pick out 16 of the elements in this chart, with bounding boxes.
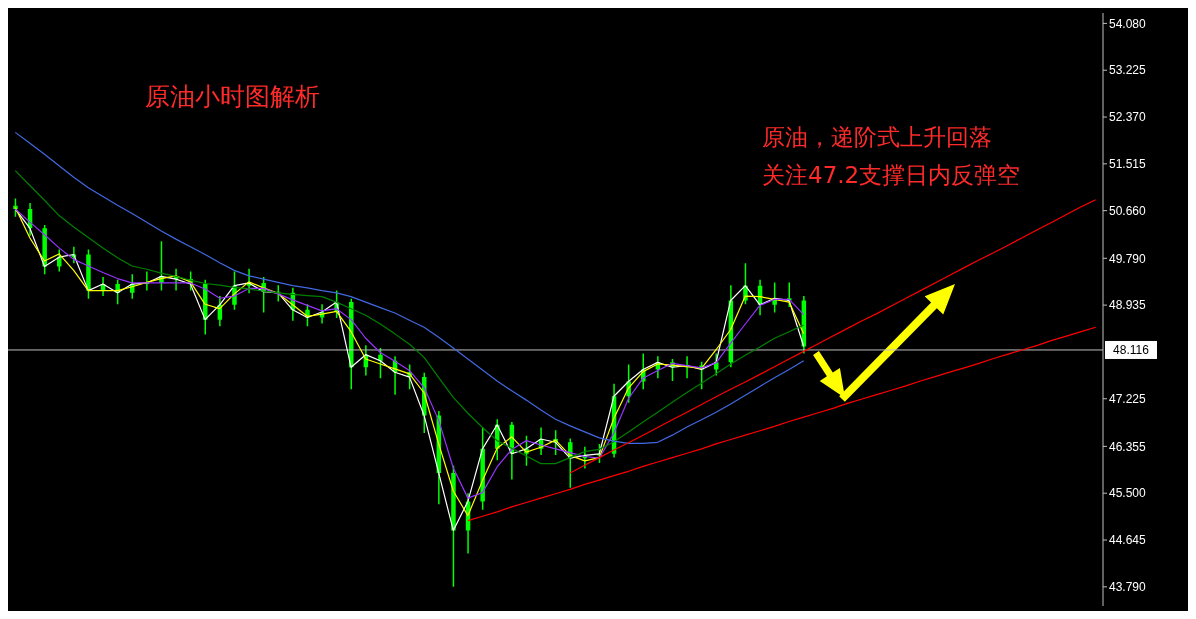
y-tick-label: 44.645: [1109, 533, 1147, 548]
y-tick-label: 54.080: [1109, 16, 1147, 31]
y-tick-label: 45.500: [1109, 486, 1147, 501]
text: 原油小时图解析: [145, 81, 320, 113]
annotation: 原油，递阶式上升回落: [762, 123, 992, 152]
y-tick-label: 49.790: [1109, 251, 1147, 266]
y-tick-label: 53.225: [1109, 63, 1147, 78]
ref-line-label: 48.116: [1113, 342, 1150, 357]
y-tick-label: 48.935: [1109, 298, 1147, 313]
y-tick-label: 47.225: [1109, 392, 1147, 407]
y-tick-label: 43.790: [1109, 580, 1147, 595]
y-tick-label: 51.515: [1109, 157, 1147, 172]
y-tick-label: 50.660: [1109, 203, 1147, 218]
y-tick-label: 52.370: [1109, 110, 1147, 125]
y-tick-label: 46.355: [1109, 439, 1147, 454]
annotation: 关注47.2支撑日内反弹空: [762, 161, 1021, 190]
